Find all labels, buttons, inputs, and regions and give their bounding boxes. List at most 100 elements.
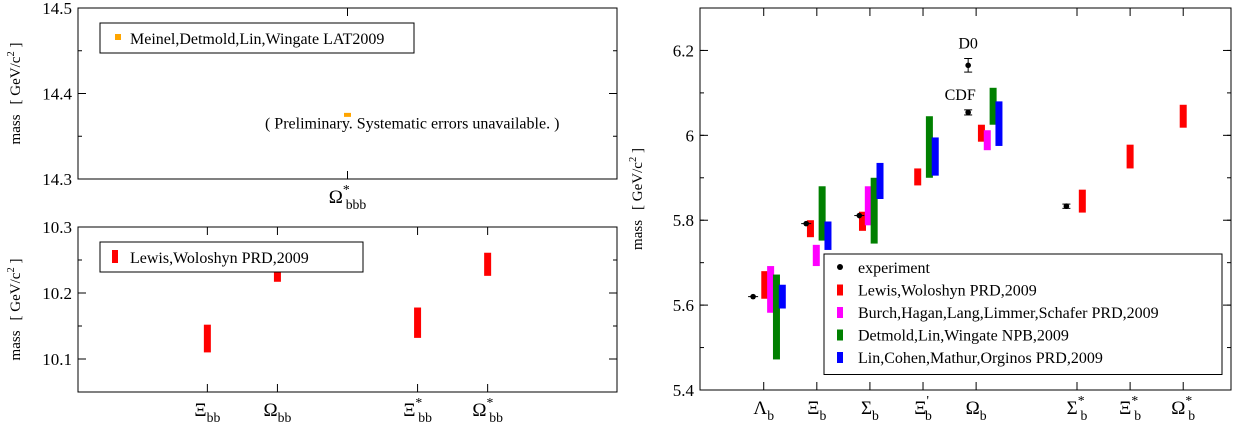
x-tick-label-sub: bb bbox=[207, 410, 221, 423]
x-tick-label: Λb bbox=[753, 398, 774, 423]
data-bar bbox=[772, 274, 780, 360]
data-bar bbox=[761, 271, 769, 299]
x-tick-label-sub: b bbox=[820, 408, 827, 423]
x-tick-label-base: Ω bbox=[472, 400, 486, 421]
data-bar bbox=[914, 168, 922, 186]
x-tick-label-sub: b bbox=[1134, 408, 1141, 423]
legend-marker bbox=[837, 329, 843, 341]
y-tick-label: 14.3 bbox=[42, 170, 72, 189]
x-tick-label-base: Ξ bbox=[403, 400, 415, 421]
x-tick-label-sub: b bbox=[872, 408, 879, 423]
experiment-point bbox=[750, 293, 756, 300]
plot-frame bbox=[77, 226, 618, 393]
x-tick-label: Ξ* bb bbox=[403, 395, 432, 423]
data-bar bbox=[864, 186, 872, 226]
annotation: ( Preliminary. Systematic errors unavail… bbox=[265, 116, 559, 133]
legend-label: Meinel,Detmold,Lin,Wingate LAT2009 bbox=[130, 31, 384, 48]
data-bar bbox=[203, 324, 211, 353]
annotation: D0 bbox=[958, 35, 978, 52]
y-axis-label-unit: [ GeV/c bbox=[630, 162, 646, 210]
x-tick-label-sup: * bbox=[343, 182, 350, 197]
annotation: CDF bbox=[945, 87, 976, 104]
x-tick-label-sub: b bbox=[925, 408, 932, 423]
x-tick-label-sup: ' bbox=[926, 393, 928, 408]
chart-top-left: 14.3 14.4 14.5 Ω* bbb mass [ GeV/c2 ] ( Prelimi… bbox=[6, 0, 618, 212]
y-axis-label: mass [ GeV/c2 ] bbox=[6, 259, 24, 361]
y-tick-label: 10.2 bbox=[42, 284, 72, 303]
x-tick-label: Σb bbox=[861, 398, 879, 423]
x-tick-label-base: Ξ bbox=[914, 398, 926, 419]
x-tick-label-sup: * bbox=[1185, 393, 1192, 408]
data-bar bbox=[273, 266, 281, 282]
x-tick-label-base: Σ bbox=[1067, 398, 1078, 419]
y-tick-label: 10.3 bbox=[42, 218, 72, 237]
y-tick-label: 5.6 bbox=[673, 296, 694, 315]
legend-label: Lin,Cohen,Mathur,Orginos PRD,2009 bbox=[858, 350, 1103, 367]
y-axis-label-sup: 2 bbox=[6, 267, 17, 272]
y-axis-label-close: ] bbox=[8, 259, 24, 268]
x-tick-label: Ωbb bbox=[264, 400, 292, 423]
y-axis-label-main: mass bbox=[8, 114, 24, 144]
data-bar bbox=[995, 101, 1003, 146]
x-tick-label-sub: b bbox=[1081, 408, 1088, 423]
legend-label: Detmold,Lin,Wingate NPB,2009 bbox=[858, 328, 1069, 345]
x-tick-label-sub: bb bbox=[278, 410, 292, 423]
x-tick-label-base: Ω bbox=[966, 398, 980, 419]
x-tick-label-base: Ω bbox=[1171, 398, 1185, 419]
data-bar bbox=[1078, 189, 1086, 213]
legend-box bbox=[99, 22, 415, 54]
data-bar bbox=[977, 124, 985, 142]
plot-frame bbox=[699, 7, 1232, 391]
data-bar bbox=[931, 137, 939, 176]
x-tick-label: Ω* bbb bbox=[329, 182, 367, 212]
data-bar bbox=[484, 252, 492, 276]
y-tick-label: 14.4 bbox=[42, 85, 72, 104]
x-tick-label: Ξ' b bbox=[914, 393, 932, 423]
legend-marker bbox=[837, 284, 843, 296]
data-bar bbox=[818, 186, 826, 241]
x-tick-label-sup: * bbox=[1131, 393, 1138, 408]
legend: Lewis,Woloshyn PRD,2009 bbox=[99, 241, 364, 273]
legend-label: Burch,Hagan,Lang,Limmer,Schafer PRD,2009 bbox=[858, 305, 1159, 322]
data-bar bbox=[983, 130, 991, 151]
data-bar bbox=[1179, 104, 1187, 128]
x-tick-label-sup: * bbox=[1078, 393, 1085, 408]
x-tick-label: Ωb bbox=[966, 398, 987, 423]
data-bar bbox=[925, 116, 933, 178]
x-tick-label-sub: b bbox=[1188, 408, 1195, 423]
y-axis-label-main: mass bbox=[8, 330, 24, 360]
y-tick-label: 5.8 bbox=[673, 211, 694, 230]
x-tick-label-base: Ω bbox=[329, 187, 343, 208]
experiment-point bbox=[965, 62, 971, 69]
legend: Meinel,Detmold,Lin,Wingate LAT2009 bbox=[99, 22, 415, 54]
legend-marker bbox=[112, 250, 118, 263]
data-bar bbox=[870, 177, 878, 244]
legend-label: Lewis,Woloshyn PRD,2009 bbox=[858, 283, 1037, 300]
y-axis-label-close: ] bbox=[630, 148, 646, 157]
data-bar bbox=[1126, 144, 1134, 169]
x-tick-label-base: Σ bbox=[861, 398, 872, 419]
y-tick-label: 5.4 bbox=[673, 381, 695, 400]
x-tick-label: Ω* bb bbox=[472, 395, 503, 423]
y-axis-label: mass [ GeV/c2 ] bbox=[6, 43, 24, 145]
x-tick-label: Ω* b bbox=[1171, 393, 1195, 423]
x-tick-label-sup: * bbox=[415, 395, 422, 410]
x-tick-label-base: Ξ bbox=[807, 398, 819, 419]
x-tick-label-sub: b bbox=[980, 408, 987, 423]
data-bar bbox=[824, 221, 832, 250]
x-tick-label-base: Λ bbox=[753, 398, 767, 419]
x-tick-label: Ξbb bbox=[194, 400, 220, 423]
x-tick-label-sub: bbb bbox=[346, 197, 367, 212]
legend-label: Lewis,Woloshyn PRD,2009 bbox=[130, 250, 309, 267]
data-bar bbox=[989, 87, 997, 125]
data-bar bbox=[414, 307, 422, 338]
y-axis-label-sup: 2 bbox=[6, 51, 17, 56]
experiment-point bbox=[965, 109, 971, 116]
y-axis-label: mass [ GeV/c2 ] bbox=[628, 148, 646, 250]
legend-marker bbox=[837, 264, 843, 270]
data-bar bbox=[876, 162, 884, 199]
x-tick-label: Ξ* b bbox=[1119, 393, 1141, 423]
